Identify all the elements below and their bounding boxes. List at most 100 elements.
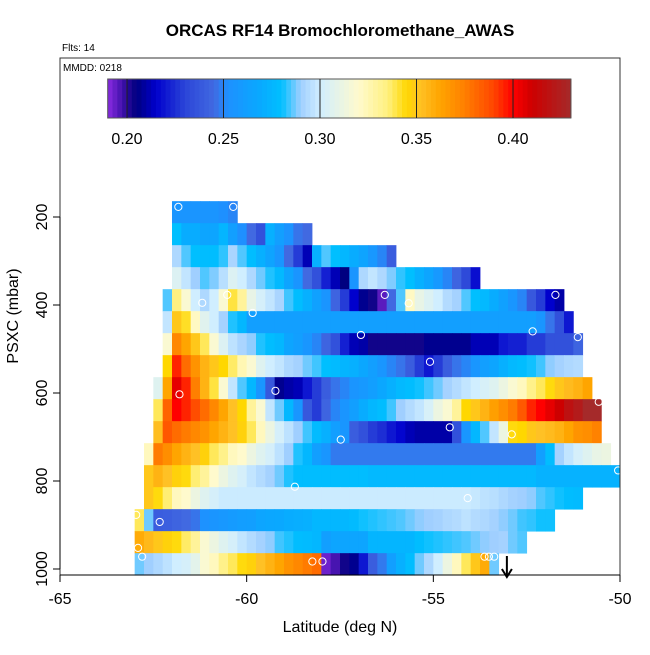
heatmap-cell xyxy=(442,355,453,378)
heatmap-cell xyxy=(461,355,472,378)
heatmap-cell xyxy=(312,377,322,400)
heatmap-cell xyxy=(293,421,304,444)
y-tick-label: 400 xyxy=(34,292,51,319)
heatmap-cell xyxy=(414,289,425,312)
colorbar-swatch xyxy=(131,79,138,118)
arrow-head-icon xyxy=(501,568,513,579)
heatmap-cell xyxy=(424,399,434,422)
heatmap-cell xyxy=(442,311,453,334)
heatmap-cell xyxy=(517,289,528,312)
heatmap-cell xyxy=(200,223,210,246)
heatmap-cell xyxy=(396,465,406,488)
colorbar-swatch xyxy=(522,79,528,118)
heatmap-cell xyxy=(256,487,266,510)
heatmap-cell xyxy=(274,399,285,422)
colorbar-swatch xyxy=(281,79,287,118)
heatmap-cell xyxy=(405,465,416,488)
heatmap-cell xyxy=(181,487,192,510)
heatmap-cell xyxy=(480,289,490,312)
heatmap-cell xyxy=(237,553,248,576)
heatmap-cell xyxy=(256,377,266,400)
heatmap-cell xyxy=(536,355,546,378)
heatmap-cell xyxy=(340,531,350,554)
heatmap-cell xyxy=(582,443,593,466)
heatmap-cell xyxy=(284,377,294,400)
heatmap-cell xyxy=(452,465,462,488)
heatmap-cell xyxy=(414,531,425,554)
heatmap-cell xyxy=(396,333,406,356)
heatmap-cell xyxy=(508,421,518,444)
heatmap-cell xyxy=(190,289,201,312)
heatmap-cell xyxy=(190,355,201,378)
heatmap-cell xyxy=(405,553,416,576)
heatmap-cell xyxy=(209,553,220,576)
heatmap-cell xyxy=(340,421,350,444)
heatmap-cell xyxy=(442,399,453,422)
heatmap-cell xyxy=(470,553,481,576)
heatmap-cell xyxy=(582,399,593,422)
heatmap-cell xyxy=(386,509,397,532)
heatmap-cell xyxy=(442,465,453,488)
heatmap-cell xyxy=(265,509,276,532)
heatmap-cell xyxy=(256,267,266,290)
heatmap-cell xyxy=(517,465,528,488)
heatmap-cell xyxy=(162,289,173,312)
heatmap-cell xyxy=(340,509,350,532)
heatmap-cell xyxy=(181,531,192,554)
heatmap-cell xyxy=(274,553,285,576)
heatmap-cell xyxy=(200,509,210,532)
heatmap-cell xyxy=(321,421,332,444)
heatmap-cell xyxy=(330,465,341,488)
heatmap-cell xyxy=(246,355,257,378)
heatmap-cell xyxy=(349,421,360,444)
heatmap-cell xyxy=(237,245,248,268)
heatmap-cell xyxy=(368,289,378,312)
heatmap-cell xyxy=(470,509,481,532)
heatmap-cell xyxy=(424,289,434,312)
heatmap-cell xyxy=(284,355,294,378)
heatmap-cell xyxy=(349,289,360,312)
colorbar-swatch xyxy=(382,79,389,118)
heatmap-cell xyxy=(592,465,602,488)
heatmap-cell xyxy=(368,267,378,290)
heatmap-cell xyxy=(405,267,416,290)
heatmap-cell xyxy=(293,289,304,312)
sample-point xyxy=(223,290,232,299)
heatmap-cell xyxy=(209,487,220,510)
colorbar-swatch xyxy=(411,79,417,118)
heatmap-cell xyxy=(554,443,565,466)
heatmap-cell xyxy=(265,267,276,290)
heatmap-cell xyxy=(461,289,472,312)
heatmap-cell xyxy=(181,377,192,400)
heatmap-cell xyxy=(377,487,388,510)
heatmap-cell xyxy=(545,333,556,356)
heatmap-cell xyxy=(321,443,332,466)
heatmap-cell xyxy=(349,355,360,378)
heatmap-cell xyxy=(172,531,182,554)
heatmap-cell xyxy=(564,311,574,334)
heatmap-cell xyxy=(358,509,369,532)
heatmap-cell xyxy=(274,377,285,400)
colorbar-swatch xyxy=(213,79,220,118)
heatmap-cell xyxy=(302,443,313,466)
heatmap-cell xyxy=(246,223,257,246)
heatmap-cell xyxy=(368,443,378,466)
heatmap-cell xyxy=(134,509,145,532)
heatmap-cell xyxy=(508,509,518,532)
heatmap-cell xyxy=(582,465,593,488)
heatmap-cell xyxy=(545,289,556,312)
heatmap-cell xyxy=(424,333,434,356)
heatmap-cell xyxy=(368,531,378,554)
colorbar-swatch xyxy=(334,79,340,118)
heatmap-cell xyxy=(209,267,220,290)
x-tick-label: -55 xyxy=(422,591,445,608)
heatmap-cell xyxy=(377,245,388,268)
heatmap-cell xyxy=(386,289,397,312)
heatmap-cell xyxy=(349,245,360,268)
heatmap-cell xyxy=(396,267,406,290)
heatmap-cell xyxy=(321,311,332,334)
sample-point xyxy=(594,397,603,406)
heatmap-cell xyxy=(200,333,210,356)
heatmap-cell xyxy=(498,487,509,510)
colorbar-swatch xyxy=(194,79,200,118)
